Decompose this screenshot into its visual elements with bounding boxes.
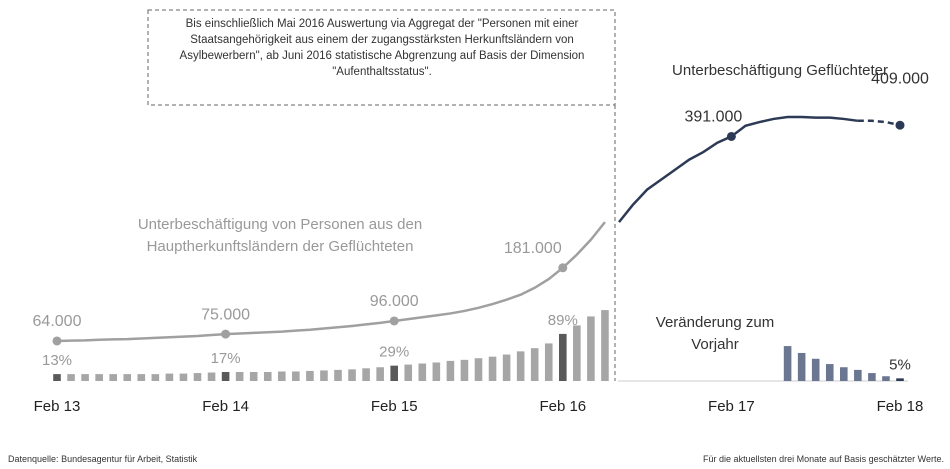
annotation: Bis einschließlich Mai 2016 Auswertung v… — [179, 18, 585, 78]
line — [857, 119, 901, 127]
value-label: 64.000 — [33, 313, 82, 330]
annotation-box — [147, 9, 616, 106]
bar-label: 89% — [548, 312, 578, 329]
bar — [362, 368, 370, 381]
value-label: 181.000 — [504, 240, 562, 257]
x-tick-label: Feb 17 — [708, 398, 755, 415]
x-tick-label: Feb 13 — [34, 398, 81, 415]
bar-label: 29% — [379, 344, 409, 361]
bar — [559, 333, 567, 381]
bar — [334, 369, 342, 381]
bar — [404, 364, 413, 381]
bar-label: 5% — [889, 356, 911, 373]
bar — [348, 369, 356, 381]
bar — [81, 374, 89, 381]
series-label: Unterbeschäftigung Geflüchteter — [672, 62, 888, 79]
bar-label: 17% — [211, 350, 241, 367]
bar — [67, 374, 75, 381]
bar — [544, 343, 553, 381]
bar — [249, 372, 258, 381]
marker — [558, 263, 568, 273]
marker — [221, 329, 231, 339]
bar — [573, 325, 581, 381]
bar — [882, 376, 890, 381]
value-label: 75.000 — [201, 306, 250, 323]
bar — [193, 373, 202, 381]
value-label: 96.000 — [370, 293, 419, 310]
bar — [179, 373, 188, 381]
bar — [825, 364, 834, 381]
bar — [854, 369, 862, 381]
x-tick-label: Feb 15 — [371, 398, 418, 415]
bar — [123, 374, 132, 381]
line — [618, 115, 859, 223]
value-label: 391.000 — [684, 109, 742, 126]
source-text: Bundesagentur für Arbeit, Statistik — [61, 454, 198, 464]
bar — [95, 374, 103, 381]
bar — [376, 367, 384, 381]
bar — [446, 360, 455, 381]
x-tick-label: Feb 18 — [877, 398, 924, 415]
bar — [207, 372, 216, 381]
marker — [389, 316, 399, 326]
bar — [474, 358, 483, 381]
bar-label: 13% — [42, 352, 72, 369]
bar — [390, 365, 398, 381]
bar — [432, 362, 441, 381]
marker — [726, 131, 736, 141]
bar — [460, 359, 469, 381]
bar — [587, 316, 595, 381]
bar — [221, 372, 230, 381]
bar — [53, 374, 61, 381]
bar — [263, 372, 272, 381]
bar — [488, 356, 497, 381]
bar — [292, 371, 300, 381]
bar — [418, 363, 427, 381]
bar — [137, 374, 146, 381]
x-tick-label: Feb 14 — [202, 398, 249, 415]
bar — [797, 352, 806, 381]
bar — [306, 370, 314, 381]
bar — [896, 378, 904, 381]
bar — [151, 374, 160, 381]
source: Datenquelle: Bundesagentur für Arbeit, S… — [8, 454, 197, 464]
bar — [516, 351, 525, 381]
bar — [783, 346, 792, 381]
bar — [165, 373, 174, 381]
bar — [278, 371, 286, 381]
source-label: Datenquelle: — [8, 454, 59, 464]
bar — [502, 354, 511, 381]
bar — [840, 367, 848, 381]
bar — [811, 358, 820, 381]
x-tick-label: Feb 16 — [539, 398, 586, 415]
note: Für die aktuellsten drei Monate auf Basi… — [703, 454, 944, 464]
marker — [52, 336, 62, 346]
series-label: Veränderung zum Vorjahr — [655, 314, 775, 353]
value-label: 409.000 — [871, 70, 929, 87]
line — [56, 221, 606, 343]
series-label: Unterbeschäftigung von Personen aus den … — [137, 216, 423, 255]
bar — [235, 372, 244, 381]
marker — [895, 120, 905, 130]
bar — [320, 370, 328, 381]
bar — [109, 374, 117, 381]
bar — [868, 373, 876, 381]
bar — [601, 310, 609, 381]
bar — [530, 348, 539, 381]
